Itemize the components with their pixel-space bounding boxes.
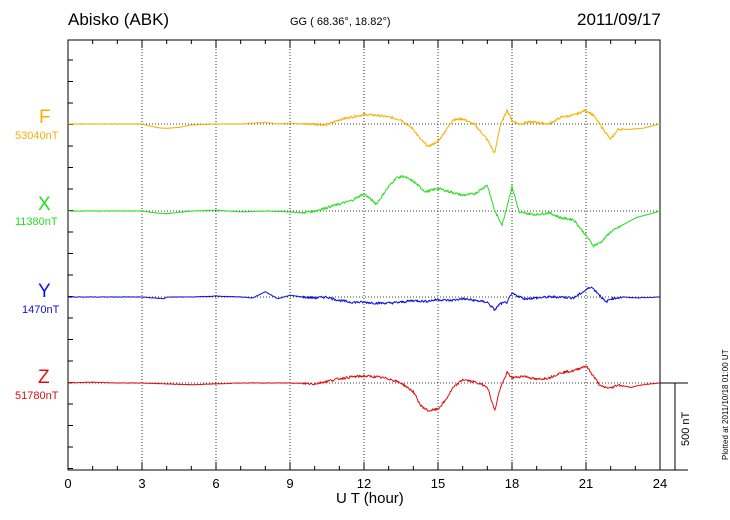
x-tick-label: 0 [64,476,71,491]
x-tick-label: 21 [579,476,593,491]
station-title: Abisko (ABK) [68,10,170,29]
x-tick-label: 9 [286,476,293,491]
station-coordinates: GG ( 68.36°, 18.82°) [290,16,391,28]
series-line-Z [67,365,661,412]
plot-frame [67,39,661,471]
series-label-X: X [38,194,51,215]
scale-bar-label: 500 nT [680,411,692,446]
series-line-F [68,108,661,153]
series-line-Y [67,286,661,311]
scale-bar [660,382,688,471]
series-baseline-X: 11380nT [15,216,58,228]
x-tick-label: 3 [138,476,145,491]
plotted-timestamp: Plotted at 2011/10/18 01:00 UT [721,349,730,460]
series-baseline-F: 53040nT [15,130,59,142]
x-tick-label: 6 [212,476,219,491]
x-tick-label: 18 [505,476,519,491]
tick-layer: 0 3 6 9 12 15 18 21 24 [64,40,667,491]
series-baseline-Z: 51780nT [15,390,59,402]
x-tick-label: 24 [653,476,667,491]
series-label-Y: Y [38,281,51,302]
series-baseline-Y: 1470nT [22,304,60,316]
series-label-Z: Z [38,367,50,388]
grid-layer [68,40,660,470]
series-layer [67,108,661,412]
series-line-X [67,174,661,248]
chart-date: 2011/09/17 [577,10,661,29]
x-tick-label: 15 [431,476,445,491]
x-axis-label: U T (hour) [336,490,404,507]
series-label-F: F [39,107,51,128]
x-tick-label: 12 [357,476,371,491]
